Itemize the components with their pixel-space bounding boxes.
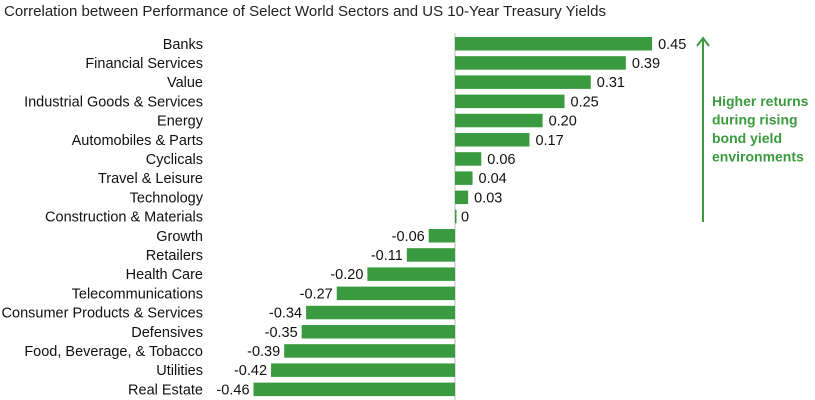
category-label: Retailers — [146, 248, 203, 264]
bar — [455, 56, 626, 70]
bar — [301, 325, 455, 339]
bar — [336, 286, 455, 301]
value-label: -0.34 — [269, 306, 302, 322]
value-label: 0.06 — [487, 152, 515, 168]
category-label: Travel & Leisure — [98, 171, 203, 187]
bar — [455, 37, 653, 51]
bar — [455, 152, 482, 166]
category-label: Construction & Materials — [45, 210, 203, 226]
bar — [271, 363, 455, 377]
value-label: -0.06 — [392, 229, 425, 245]
bar — [367, 267, 455, 281]
annotation-text-line: environments — [712, 149, 804, 165]
annotation-text-line: during rising — [712, 112, 798, 128]
bar — [455, 133, 530, 147]
value-label: -0.27 — [300, 286, 333, 302]
category-label: Utilities — [156, 363, 203, 379]
category-label: Energy — [157, 114, 204, 130]
value-label: 0 — [461, 210, 469, 226]
category-label: Cyclicals — [146, 152, 203, 168]
value-label: 0.31 — [597, 75, 625, 91]
value-label: 0.17 — [535, 133, 563, 149]
value-label: -0.20 — [330, 267, 363, 283]
annotation-text-line: bond yield — [712, 130, 782, 146]
bar — [455, 190, 469, 205]
value-label: -0.42 — [234, 363, 267, 379]
category-label: Banks — [163, 37, 203, 53]
category-label: Industrial Goods & Services — [24, 94, 203, 110]
bar — [428, 229, 455, 243]
value-label: 0.45 — [658, 37, 686, 53]
bar — [455, 75, 591, 89]
chart-title: Correlation between Performance of Selec… — [4, 3, 606, 20]
category-label: Technology — [130, 190, 204, 206]
value-label: 0.03 — [474, 190, 502, 206]
category-label: Real Estate — [128, 382, 203, 398]
annotation-arrow-head — [696, 36, 710, 47]
value-label: 0.20 — [549, 114, 577, 130]
category-label: Automobiles & Parts — [72, 133, 203, 149]
annotation-text-line: Higher returns — [712, 93, 809, 109]
category-label: Health Care — [126, 267, 203, 283]
category-label: Food, Beverage, & Tobacco — [24, 344, 203, 360]
value-label: -0.11 — [371, 248, 403, 264]
bar — [306, 305, 455, 320]
category-label: Telecommunications — [72, 286, 203, 302]
bar — [455, 94, 565, 109]
category-label: Defensives — [131, 325, 203, 341]
value-label: 0.39 — [632, 56, 660, 72]
category-label: Consumer Products & Services — [2, 306, 203, 322]
value-label: -0.39 — [247, 344, 280, 360]
category-label: Financial Services — [85, 56, 203, 72]
category-label: Growth — [156, 229, 203, 245]
bar — [455, 113, 543, 128]
value-label: -0.46 — [216, 382, 249, 398]
value-label: 0.25 — [571, 94, 599, 110]
value-label: -0.35 — [265, 325, 298, 341]
category-label: Value — [167, 75, 203, 91]
bar — [455, 171, 473, 185]
bar — [455, 209, 457, 224]
bar — [284, 344, 455, 358]
bar — [253, 382, 455, 397]
bar — [406, 248, 455, 262]
value-label: 0.04 — [479, 171, 507, 187]
